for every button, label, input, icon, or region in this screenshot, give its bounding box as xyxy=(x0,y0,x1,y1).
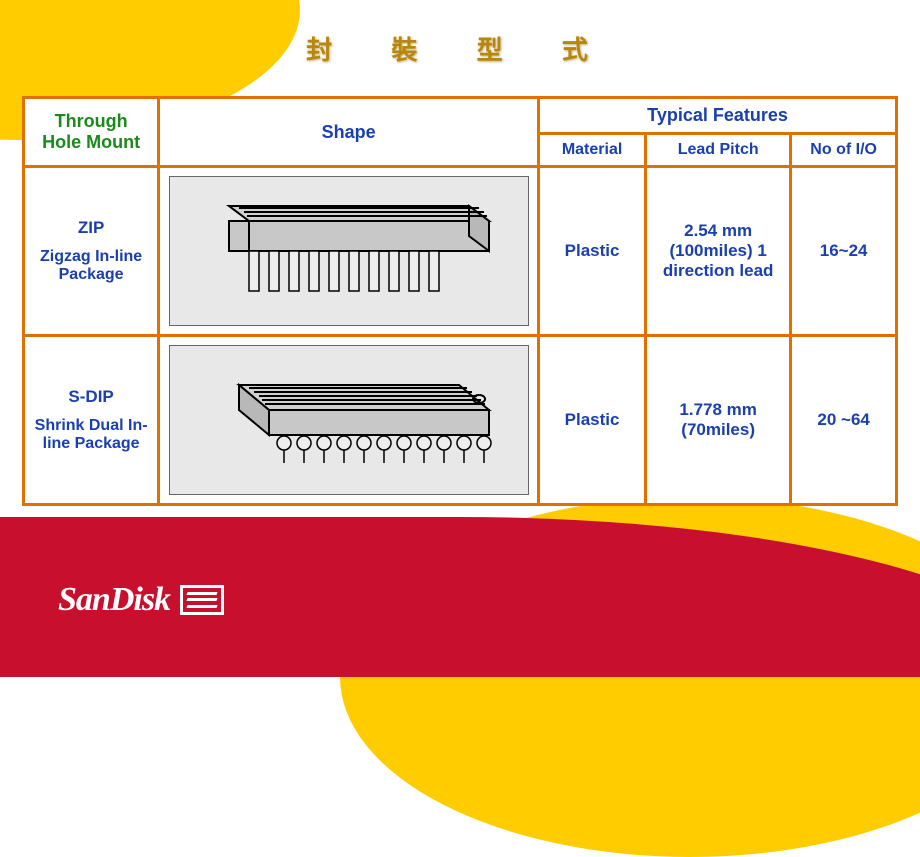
col-header-mount: Through Hole Mount xyxy=(24,98,159,167)
sandisk-logo: SanDisk xyxy=(58,581,224,619)
col-header-pitch: Lead Pitch xyxy=(646,134,791,167)
col-header-io: No of I/O xyxy=(791,134,897,167)
full-name: Zigzag In-line Package xyxy=(33,248,149,284)
cell-io: 20 ~64 xyxy=(791,336,897,505)
cell-name-sdip: S-DIP Shrink Dual In-line Package xyxy=(24,336,159,505)
cell-io: 16~24 xyxy=(791,167,897,336)
col-header-features: Typical Features xyxy=(539,98,897,134)
package-table: Through Hole Mount Shape Typical Feature… xyxy=(22,96,898,506)
cell-pitch: 1.778 mm (70miles) xyxy=(646,336,791,505)
col-header-material: Material xyxy=(539,134,646,167)
table-row: S-DIP Shrink Dual In-line Package xyxy=(24,336,897,505)
cell-pitch: 2.54 mm (100miles) 1 direction lead xyxy=(646,167,791,336)
cell-material: Plastic xyxy=(539,167,646,336)
table-row: ZIP Zigzag In-line Package xyxy=(24,167,897,336)
cell-material: Plastic xyxy=(539,336,646,505)
full-name: Shrink Dual In-line Package xyxy=(33,417,149,453)
abbr: S-DIP xyxy=(33,387,149,407)
sdip-shape-icon xyxy=(169,345,529,495)
page-title: 封 裝 型 式 xyxy=(0,30,920,67)
logo-text: SanDisk xyxy=(58,581,170,619)
cell-shape-zip xyxy=(159,167,539,336)
zip-shape-icon xyxy=(169,176,529,326)
col-header-shape: Shape xyxy=(159,98,539,167)
cell-shape-sdip xyxy=(159,336,539,505)
abbr: ZIP xyxy=(33,218,149,238)
logo-mark-icon xyxy=(180,585,224,615)
cell-name-zip: ZIP Zigzag In-line Package xyxy=(24,167,159,336)
